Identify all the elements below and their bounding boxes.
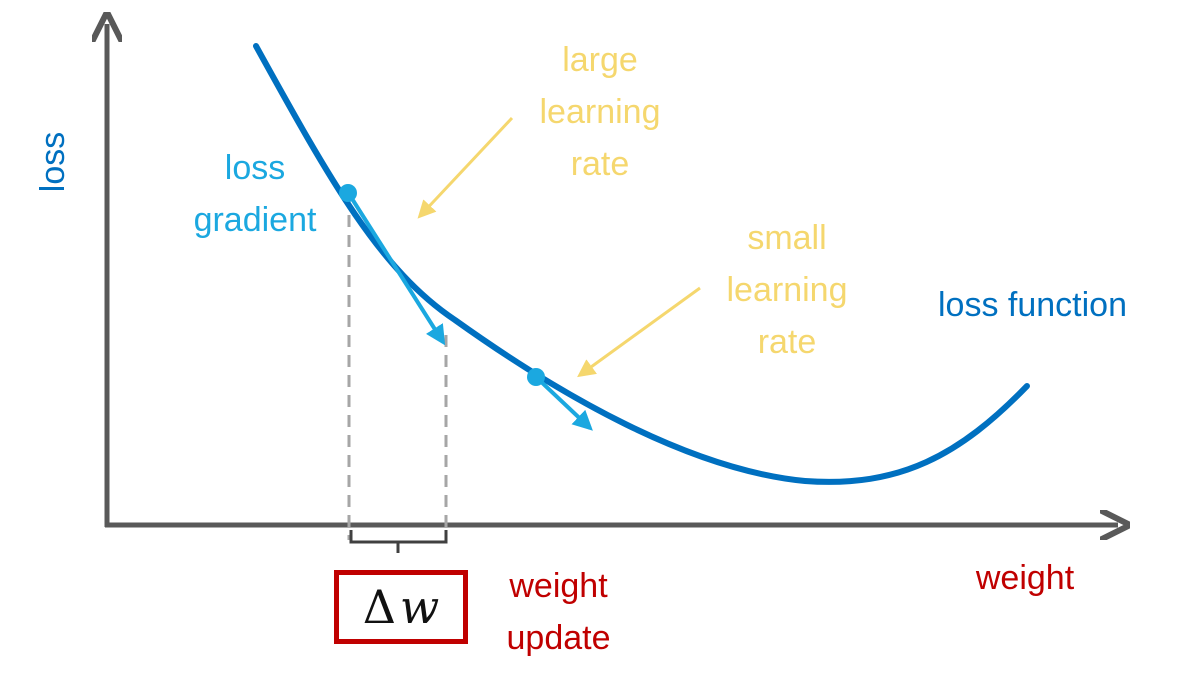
delta-variable: w (399, 580, 440, 634)
loss-gradient-line-1: loss (224, 149, 286, 187)
small-learning-rate-label: small learning rate (697, 212, 877, 368)
y-axis-label-text: loss (34, 131, 72, 193)
large-rate-line-3: rate (570, 145, 630, 183)
small-rate-pointer (577, 286, 701, 378)
small-rate-line-3: rate (757, 323, 817, 361)
loss-function-curve (253, 43, 1030, 485)
large-learning-rate-label: large learning rate (510, 34, 690, 190)
loss-gradient-label: loss gradient (170, 142, 340, 246)
point-small-step (527, 368, 545, 386)
loss-gradient-line-2: gradient (193, 201, 317, 239)
loss-function-text: loss function (938, 286, 1127, 324)
large-rate-pointer (417, 116, 514, 219)
gradient-arrow-large (347, 192, 446, 346)
loss-function-label: loss function (938, 279, 1173, 331)
y-axis-label: loss (27, 127, 79, 197)
delta-bracket (349, 530, 448, 553)
x-axis-label: weight (960, 552, 1090, 604)
delta-symbol: Δ (362, 580, 396, 634)
small-rate-line-2: learning (726, 271, 848, 309)
small-rate-line-1: small (747, 219, 827, 257)
large-rate-line-2: learning (539, 93, 661, 131)
weight-update-line-1: weight (509, 567, 608, 605)
point-large-step (339, 184, 357, 202)
gradient-arrow-small (534, 375, 593, 431)
weight-update-line-2: update (506, 619, 611, 657)
weight-update-label: weight update (486, 560, 631, 664)
large-rate-line-1: large (562, 41, 638, 79)
x-axis-label-text: weight (975, 559, 1075, 597)
